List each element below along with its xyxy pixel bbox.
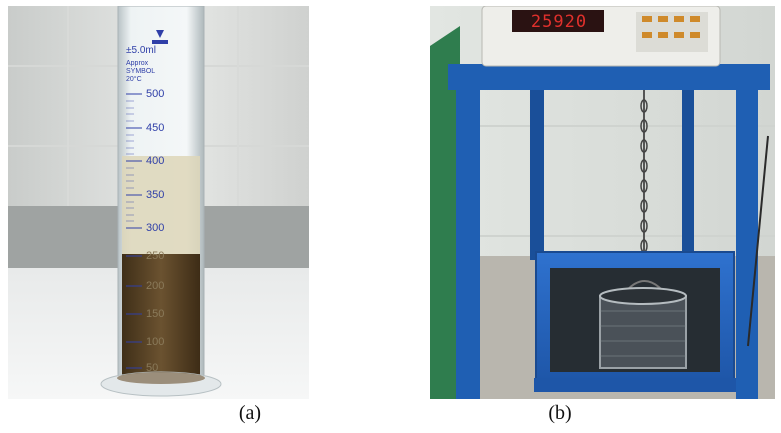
cylinder-maker-line2: SYMBOL: [126, 68, 156, 75]
photo-panel-b: 25920: [430, 6, 775, 399]
cylinder-photo: [8, 6, 309, 399]
scale-label: 350: [146, 189, 165, 201]
cylinder-brand-text: ±5.0ml: [126, 45, 156, 56]
scale-label: 250: [146, 250, 165, 262]
scale-frame-photo: [430, 6, 775, 399]
cylinder-maker-line1: Approx: [126, 60, 149, 67]
scale-label: 300: [146, 222, 165, 234]
scale-label: 100: [146, 336, 165, 348]
caption-b: (b): [548, 402, 572, 424]
cylinder-maker-line3: 20°C: [126, 76, 142, 83]
scale-label: 50: [146, 362, 159, 374]
scale-label: 500: [146, 88, 165, 100]
caption-a: (a): [238, 402, 262, 424]
scale-label: 400: [146, 155, 165, 167]
scale-label: 150: [146, 308, 165, 320]
scale-display-reading: 25920: [530, 12, 588, 32]
scale-label: 200: [146, 280, 165, 292]
photo-panel-a: ±5.0ml Approx SYMBOL 20°C 500 450 400 350 30…: [8, 6, 309, 399]
scale-label: 450: [146, 122, 165, 134]
